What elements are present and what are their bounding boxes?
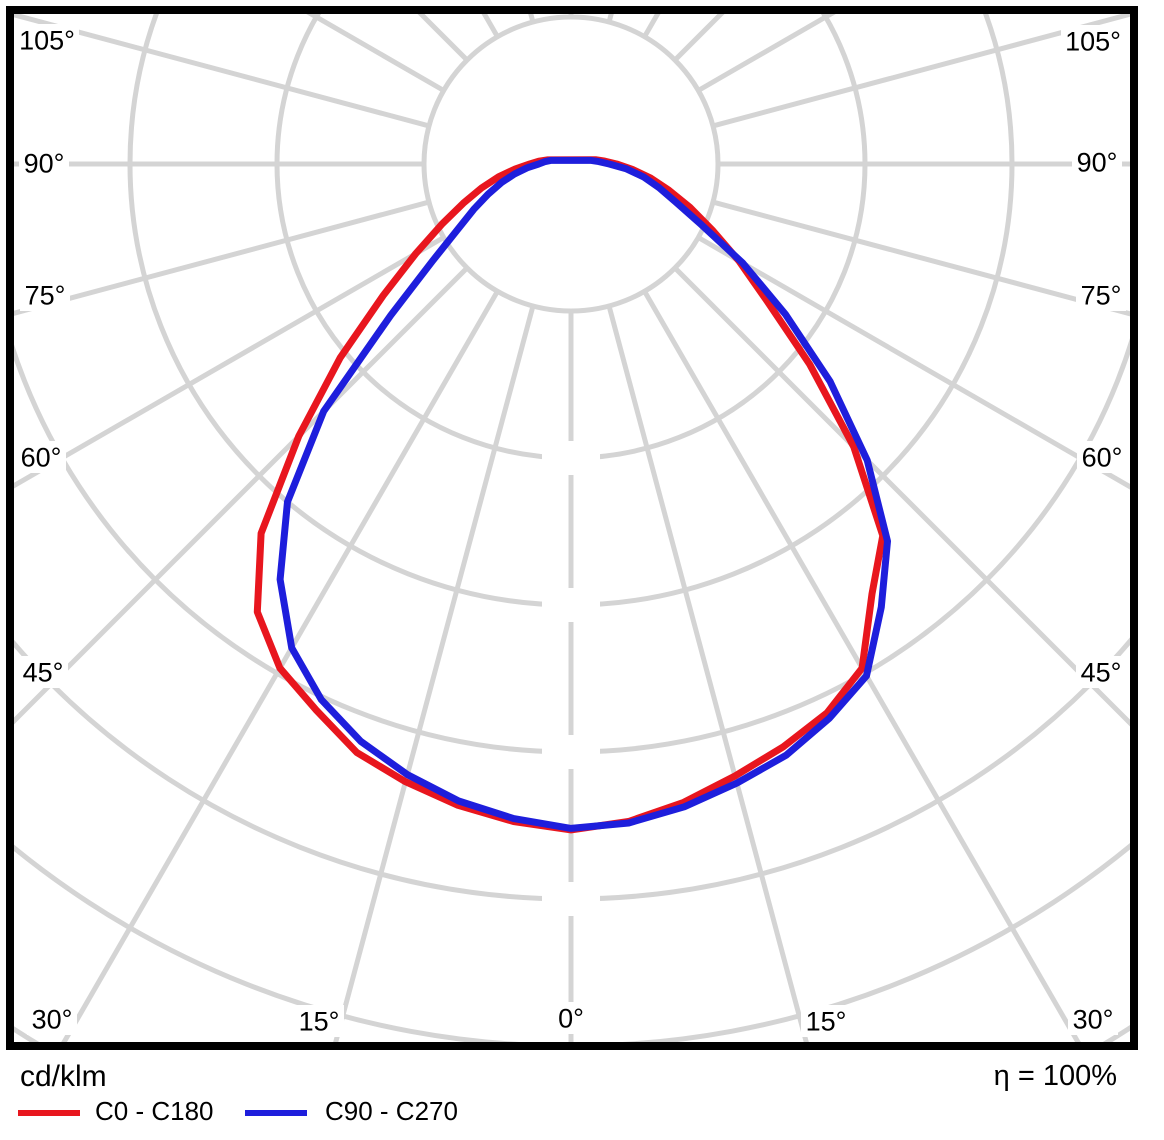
- angle-tick-label: 75°: [25, 281, 66, 311]
- angle-tick-label: 30°: [32, 1005, 73, 1035]
- angle-tick-label: 75°: [1081, 281, 1122, 311]
- angle-tick-label: 15°: [806, 1007, 847, 1037]
- legend-label-c0-c180: C0 - C180: [95, 1096, 214, 1126]
- footer: cd/klm η = 100%: [0, 1058, 1164, 1096]
- legend-label-c90-c270: C90 - C270: [325, 1096, 458, 1126]
- polar-plot: 105° 90° 75° 60° 45° 30° 15° 0° 15° 30° 45° 60° 75° 9…: [6, 6, 1138, 1050]
- intensity-curves: [253, 156, 891, 834]
- plot-border: [6, 6, 1138, 1050]
- legend: C0 - C180 C90 - C270: [0, 1096, 1164, 1132]
- angle-tick-label: 105°: [1065, 27, 1121, 57]
- angle-tick-label: 60°: [1082, 443, 1123, 473]
- angle-tick-label: 45°: [1081, 658, 1122, 688]
- radial-value-boxes: [542, 441, 600, 916]
- angle-tick-label: 60°: [21, 443, 62, 473]
- angle-tick-label: 0°: [558, 1004, 584, 1034]
- angle-tick-label: 30°: [1073, 1005, 1114, 1035]
- curve-c90-c270: [276, 156, 891, 832]
- efficiency-label: η = 100%: [993, 1060, 1117, 1092]
- legend-swatch-c0-c180: [18, 1110, 80, 1116]
- angle-tick-label: 105°: [19, 26, 75, 56]
- angle-tick-labels: 105° 90° 75° 60° 45° 30° 15° 0° 15° 30° 45° 60° 75° 9…: [15, 24, 1127, 1037]
- angle-tick-label: 15°: [299, 1007, 340, 1037]
- legend-swatch-c90-c270: [245, 1110, 307, 1116]
- angle-tick-label: 90°: [1077, 148, 1118, 178]
- unit-label: cd/klm: [20, 1060, 107, 1093]
- angle-tick-label: 45°: [23, 658, 64, 688]
- angle-tick-label: 90°: [24, 149, 65, 179]
